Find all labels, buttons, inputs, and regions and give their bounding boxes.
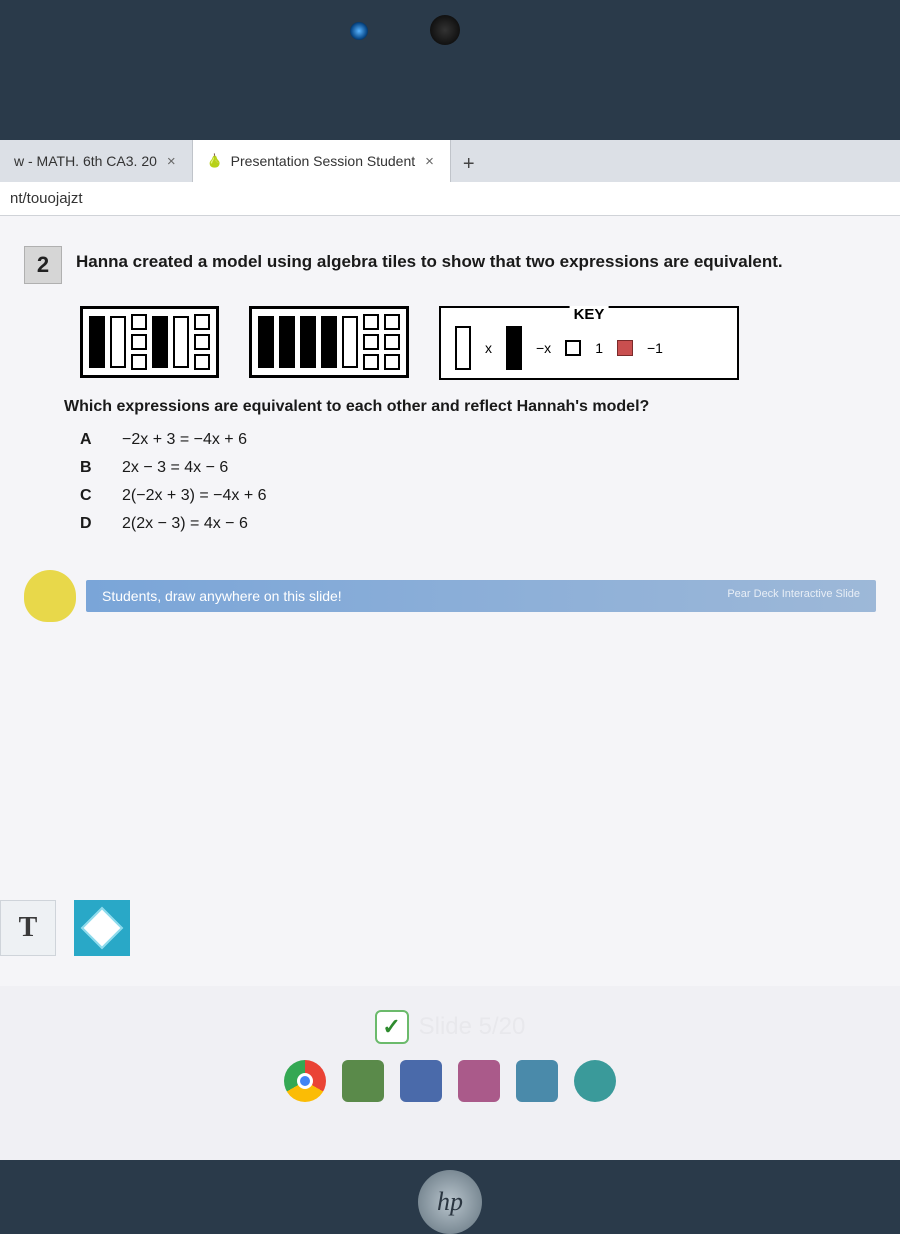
- choice-c[interactable]: C 2(−2x + 3) = −4x + 6: [80, 482, 876, 510]
- model-left: [80, 306, 219, 378]
- tile-one: [384, 334, 400, 350]
- tile-one: [131, 354, 147, 370]
- banner-text: Students, draw anywhere on this slide!: [102, 588, 342, 604]
- draw-toolbar: T: [0, 900, 130, 956]
- key-tile-one: [565, 340, 581, 356]
- eraser-tool[interactable]: [74, 900, 130, 956]
- key-tile-neg-one: [617, 340, 633, 356]
- tile-one: [131, 314, 147, 330]
- banner-bar: Students, draw anywhere on this slide! P…: [86, 580, 876, 612]
- browser-tab-presentation[interactable]: 🍐 Presentation Session Student ×: [193, 140, 451, 182]
- tile-stack: [363, 314, 379, 370]
- choice-d[interactable]: D 2(2x − 3) = 4x − 6: [80, 510, 876, 538]
- key-label-neg-one: −1: [647, 340, 663, 356]
- tile-stack: [194, 314, 210, 370]
- url-bar[interactable]: nt/touojajzt: [0, 182, 900, 216]
- webcam-lens: [430, 15, 460, 45]
- slide-content[interactable]: 2 Hanna created a model using algebra ti…: [0, 216, 900, 986]
- question-prompt: Hanna created a model using algebra tile…: [76, 246, 783, 272]
- new-tab-button[interactable]: +: [451, 147, 487, 182]
- close-icon[interactable]: ×: [165, 153, 178, 170]
- key-label-one: 1: [595, 340, 603, 356]
- eraser-icon: [81, 907, 123, 949]
- key-title: KEY: [570, 306, 609, 323]
- algebra-tile-models: KEY x −x 1 −1: [80, 306, 876, 380]
- tile-neg-x: [89, 316, 105, 368]
- key-tile-x: [455, 326, 471, 370]
- key-tile-neg-x: [506, 326, 522, 370]
- tile-x: [342, 316, 358, 368]
- choice-label: C: [80, 487, 98, 505]
- choice-b[interactable]: B 2x − 3 = 4x − 6: [80, 454, 876, 482]
- peardeck-icon: 🍐: [207, 153, 223, 169]
- tile-one: [194, 314, 210, 330]
- key-label-x: x: [485, 340, 492, 356]
- draw-banner: Students, draw anywhere on this slide! P…: [24, 570, 876, 622]
- bottom-bar: ✓ Slide 5/20: [0, 1010, 900, 1130]
- tile-stack: [384, 314, 400, 370]
- tile-x: [110, 316, 126, 368]
- tile-stack: [131, 314, 147, 370]
- slide-counter: Slide 5/20: [419, 1013, 526, 1041]
- tile-one: [384, 314, 400, 330]
- choice-text: −2x + 3 = −4x + 6: [122, 431, 247, 449]
- choice-text: 2(−2x + 3) = −4x + 6: [122, 487, 267, 505]
- choice-text: 2(2x − 3) = 4x − 6: [122, 515, 248, 533]
- tile-one: [363, 314, 379, 330]
- text-tool[interactable]: T: [0, 900, 56, 956]
- tile-neg-x: [279, 316, 295, 368]
- choice-label: A: [80, 431, 98, 449]
- webcam-indicator: [350, 22, 368, 40]
- tab-title: Presentation Session Student: [231, 153, 415, 169]
- taskbar-app-3[interactable]: [458, 1060, 500, 1102]
- choice-label: B: [80, 459, 98, 477]
- pear-icon: [24, 570, 76, 622]
- tile-one: [131, 334, 147, 350]
- answer-choices: A −2x + 3 = −4x + 6 B 2x − 3 = 4x − 6 C …: [80, 426, 876, 538]
- model-right: [249, 306, 409, 378]
- screen: w - MATH. 6th CA3. 20 × 🍐 Presentation S…: [0, 140, 900, 1160]
- choice-a[interactable]: A −2x + 3 = −4x + 6: [80, 426, 876, 454]
- question-number: 2: [24, 246, 62, 284]
- taskbar-app-1[interactable]: [342, 1060, 384, 1102]
- close-icon[interactable]: ×: [423, 153, 436, 170]
- answered-indicator[interactable]: ✓ Slide 5/20: [375, 1010, 526, 1044]
- tile-one: [194, 334, 210, 350]
- tile-neg-x: [258, 316, 274, 368]
- tile-neg-x: [300, 316, 316, 368]
- browser-tab-bar: w - MATH. 6th CA3. 20 × 🍐 Presentation S…: [0, 140, 900, 182]
- browser-tab-math[interactable]: w - MATH. 6th CA3. 20 ×: [0, 140, 193, 182]
- tab-title: w - MATH. 6th CA3. 20: [14, 153, 157, 169]
- key-items: x −x 1 −1: [455, 326, 723, 370]
- banner-hint: Pear Deck Interactive Slide: [727, 588, 860, 604]
- question-header: 2 Hanna created a model using algebra ti…: [24, 246, 876, 284]
- url-text: nt/touojajzt: [10, 190, 83, 207]
- chrome-center: [297, 1073, 313, 1089]
- tile-one: [194, 354, 210, 370]
- tile-one: [363, 354, 379, 370]
- chrome-icon[interactable]: [284, 1060, 326, 1102]
- tile-x: [173, 316, 189, 368]
- taskbar-app-5[interactable]: [574, 1060, 616, 1102]
- tile-one: [363, 334, 379, 350]
- taskbar: [284, 1060, 616, 1102]
- check-icon: ✓: [375, 1010, 409, 1044]
- taskbar-app-4[interactable]: [516, 1060, 558, 1102]
- tile-one: [384, 354, 400, 370]
- tile-neg-x: [321, 316, 337, 368]
- taskbar-app-2[interactable]: [400, 1060, 442, 1102]
- choice-label: D: [80, 515, 98, 533]
- tile-neg-x: [152, 316, 168, 368]
- choice-text: 2x − 3 = 4x − 6: [122, 459, 228, 477]
- key-box: KEY x −x 1 −1: [439, 306, 739, 380]
- sub-question: Which expressions are equivalent to each…: [64, 398, 876, 416]
- hp-logo: hp: [418, 1170, 482, 1234]
- key-label-neg-x: −x: [536, 340, 551, 356]
